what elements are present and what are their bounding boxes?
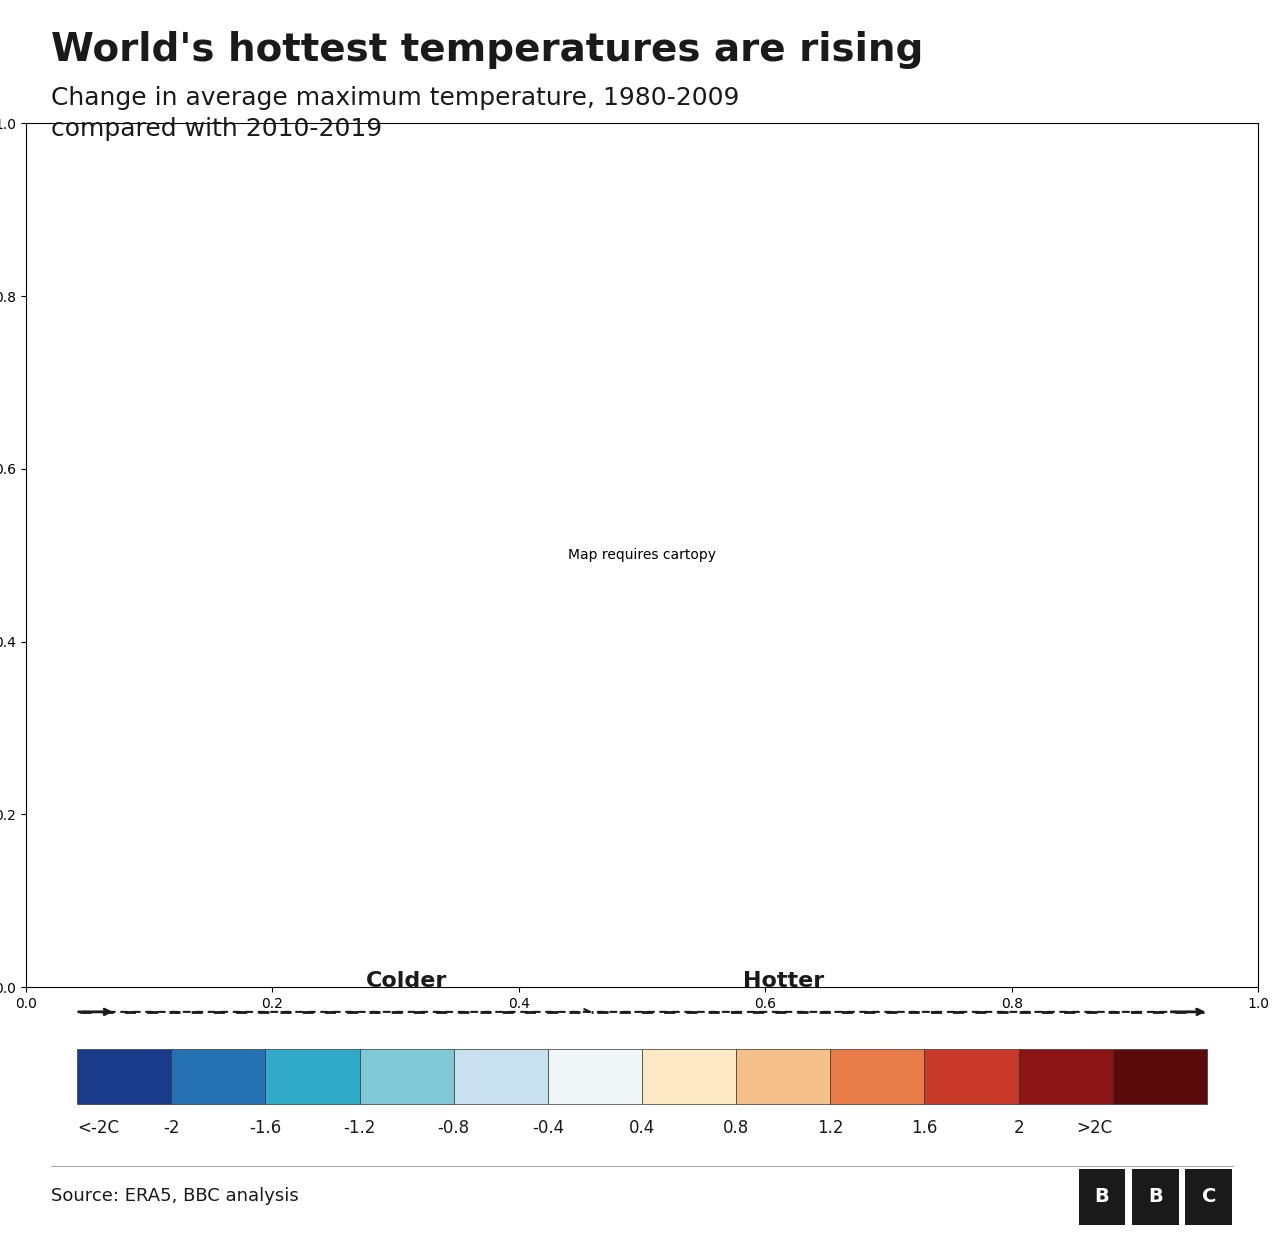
- Text: B: B: [1148, 1187, 1163, 1207]
- Text: >2C: >2C: [1077, 1119, 1113, 1138]
- Text: 0.8: 0.8: [723, 1119, 750, 1138]
- Bar: [1079, 1170, 1125, 1224]
- Text: 2: 2: [1013, 1119, 1023, 1138]
- Text: Map requires cartopy: Map requires cartopy: [568, 548, 716, 563]
- Text: compared with 2010-2019: compared with 2010-2019: [51, 117, 383, 141]
- Text: Change in average maximum temperature, 1980-2009: Change in average maximum temperature, 1…: [51, 86, 740, 110]
- Text: 1.6: 1.6: [912, 1119, 937, 1138]
- Text: -1.2: -1.2: [343, 1119, 376, 1138]
- Text: 1.2: 1.2: [817, 1119, 844, 1138]
- Bar: [1132, 1170, 1179, 1224]
- Text: -1.6: -1.6: [249, 1119, 281, 1138]
- Text: <-2C: <-2C: [77, 1119, 119, 1138]
- Text: -0.8: -0.8: [438, 1119, 470, 1138]
- Text: Hotter: Hotter: [742, 971, 824, 991]
- Text: 0.4: 0.4: [629, 1119, 655, 1138]
- Text: -2: -2: [163, 1119, 180, 1138]
- Text: World's hottest temperatures are rising: World's hottest temperatures are rising: [51, 31, 923, 69]
- Text: Colder: Colder: [366, 971, 447, 991]
- Bar: [1185, 1170, 1233, 1224]
- Text: -0.4: -0.4: [532, 1119, 564, 1138]
- Text: Source: ERA5, BBC analysis: Source: ERA5, BBC analysis: [51, 1187, 299, 1206]
- Text: B: B: [1094, 1187, 1109, 1207]
- Text: C: C: [1202, 1187, 1216, 1207]
